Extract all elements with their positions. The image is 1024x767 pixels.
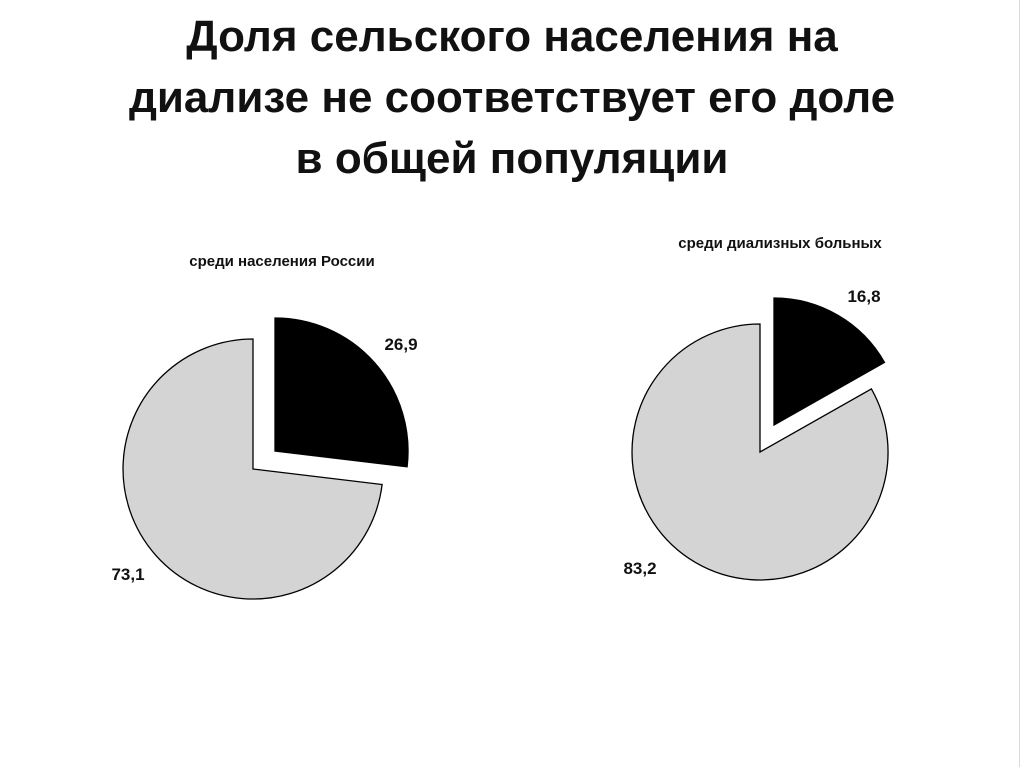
slice-dialysis-rural	[773, 297, 886, 427]
data-label-population-other: 73,1	[111, 565, 144, 584]
slice-dialysis-other	[631, 323, 889, 581]
data-label-dialysis-rural: 16,8	[847, 287, 880, 306]
chart-title-dialysis: среди диализных больных	[678, 235, 882, 252]
pie-chart-population: среди населения России 26,9 73,1	[111, 253, 418, 600]
slice-population-rural	[274, 317, 409, 468]
page-title: Доля сельского населения на диализе не с…	[128, 12, 896, 183]
slice-population-other	[122, 338, 383, 600]
chart-title-population: среди населения России	[189, 253, 374, 270]
pie-chart-dialysis: среди диализных больных 16,8 83,2	[623, 235, 889, 581]
data-label-population-rural: 26,9	[384, 335, 417, 354]
data-label-dialysis-other: 83,2	[623, 559, 656, 578]
slide-border	[1019, 0, 1020, 767]
